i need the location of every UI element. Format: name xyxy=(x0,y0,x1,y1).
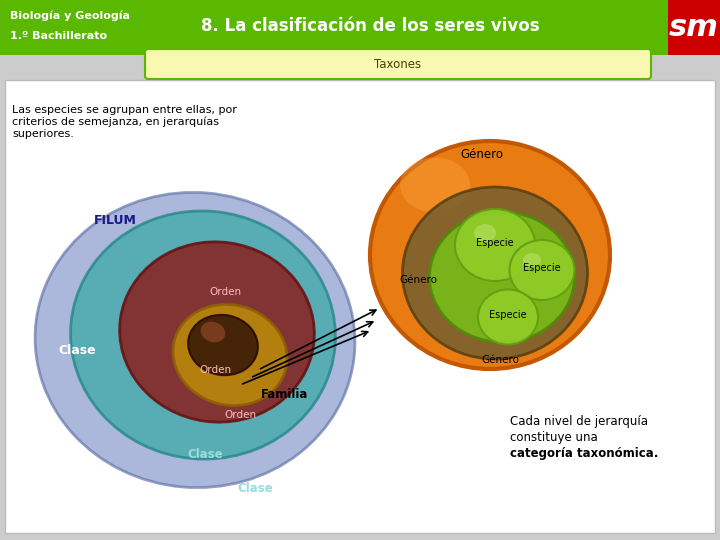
FancyBboxPatch shape xyxy=(0,0,720,55)
Text: Género: Género xyxy=(399,275,437,285)
Ellipse shape xyxy=(35,192,355,488)
Text: 8. La clasificación de los seres vivos: 8. La clasificación de los seres vivos xyxy=(201,17,539,35)
Text: Orden: Orden xyxy=(224,410,256,420)
Text: Las especies se agrupan entre ellas, por
criterios de semejanza, en jerarquías
s: Las especies se agrupan entre ellas, por… xyxy=(12,105,237,139)
Ellipse shape xyxy=(188,315,258,375)
Text: Especie: Especie xyxy=(523,263,561,273)
Text: Clase: Clase xyxy=(58,343,96,356)
Text: Orden: Orden xyxy=(199,365,231,375)
Text: Género: Género xyxy=(481,355,519,365)
Ellipse shape xyxy=(474,224,496,242)
Text: constituye una: constituye una xyxy=(510,431,598,444)
Text: 1.º Bachillerato: 1.º Bachillerato xyxy=(10,31,107,41)
Text: Familia: Familia xyxy=(261,388,309,402)
Ellipse shape xyxy=(400,158,470,213)
Ellipse shape xyxy=(370,141,610,369)
Ellipse shape xyxy=(173,305,287,406)
Text: Biología y Geología: Biología y Geología xyxy=(10,11,130,21)
Text: sm: sm xyxy=(669,14,719,43)
FancyBboxPatch shape xyxy=(668,0,720,55)
Ellipse shape xyxy=(402,187,588,359)
Text: Taxones: Taxones xyxy=(374,57,422,71)
Ellipse shape xyxy=(430,212,575,342)
Text: Orden: Orden xyxy=(209,287,241,297)
Ellipse shape xyxy=(455,209,535,281)
Ellipse shape xyxy=(71,211,336,459)
Ellipse shape xyxy=(478,289,538,345)
Text: Especie: Especie xyxy=(476,238,514,248)
Text: Cada nivel de jerarquía: Cada nivel de jerarquía xyxy=(510,415,648,428)
Text: Especie: Especie xyxy=(489,310,527,320)
FancyBboxPatch shape xyxy=(662,0,668,55)
Ellipse shape xyxy=(523,253,541,267)
Ellipse shape xyxy=(510,240,575,300)
Text: categoría taxonómica.: categoría taxonómica. xyxy=(510,447,658,460)
Text: Clase: Clase xyxy=(187,449,223,462)
Text: Género: Género xyxy=(461,148,503,161)
Ellipse shape xyxy=(120,242,315,422)
FancyBboxPatch shape xyxy=(145,49,651,79)
Ellipse shape xyxy=(201,322,225,342)
FancyBboxPatch shape xyxy=(5,80,715,533)
Text: Clase: Clase xyxy=(237,482,273,495)
Text: FILUM: FILUM xyxy=(94,213,136,226)
